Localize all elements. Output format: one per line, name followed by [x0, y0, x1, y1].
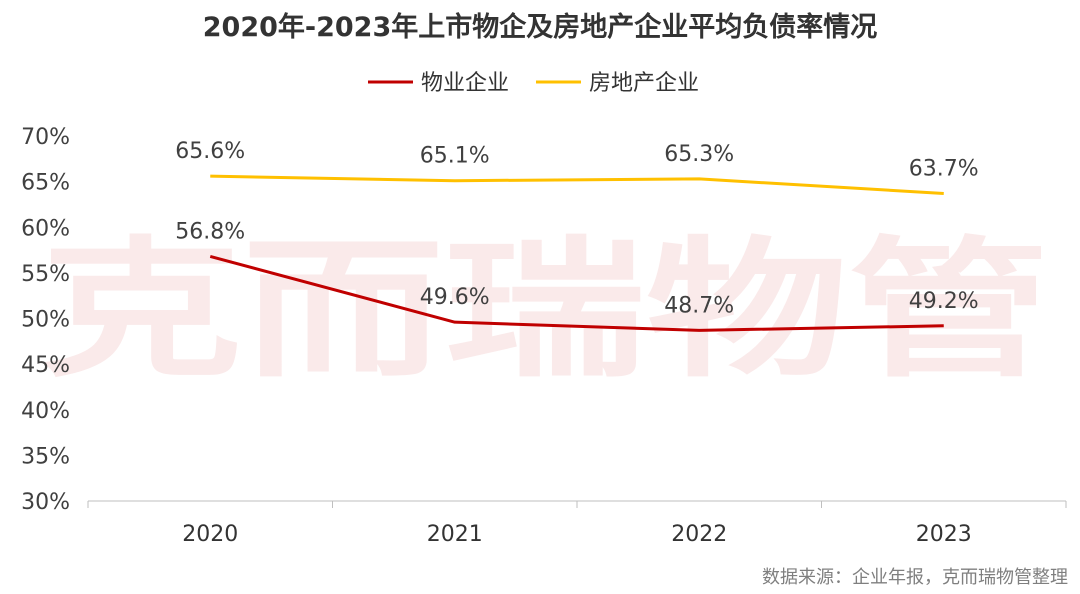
y-tick-label: 50%: [21, 308, 70, 333]
data-label: 48.7%: [664, 293, 734, 318]
data-label: 56.8%: [175, 219, 245, 244]
source-note: 数据来源：企业年报，克而瑞物管整理: [762, 567, 1068, 588]
y-tick-label: 35%: [21, 444, 70, 469]
y-tick-label: 30%: [21, 490, 70, 515]
series-line-property: [209, 255, 944, 332]
x-tick-label: 2022: [671, 522, 727, 547]
series-group: 56.8% 49.6% 48.7% 49.2% 65.6% 65.1% 65.3% 63.7%: [175, 139, 979, 332]
legend-label-property: 物业企业: [421, 71, 509, 96]
y-axis: 30% 35% 40% 45% 50% 55% 60% 65% 70%: [21, 125, 70, 515]
watermark-text: 克而瑞物管: [40, 224, 1050, 398]
data-label: 63.7%: [909, 156, 979, 181]
y-tick-label: 55%: [21, 262, 70, 287]
x-tick-label: 2023: [916, 522, 972, 547]
y-tick-label: 45%: [21, 353, 70, 378]
chart-title: 2020年-2023年上市物企及房地产企业平均负债率情况: [203, 11, 878, 43]
y-tick-label: 60%: [21, 216, 70, 241]
x-tick-label: 2020: [182, 522, 238, 547]
data-label: 49.2%: [909, 289, 979, 314]
y-tick-label: 40%: [21, 399, 70, 424]
x-axis: 2020 2021 2022 2023: [87, 500, 1067, 547]
y-tick-label: 65%: [21, 171, 70, 196]
data-label: 65.3%: [664, 142, 734, 167]
legend-label-realestate: 房地产企业: [589, 71, 699, 96]
legend: 物业企业 房地产企业: [368, 71, 699, 96]
x-tick-label: 2021: [427, 522, 483, 547]
data-label: 65.1%: [420, 144, 490, 169]
series-line-realestate: [210, 174, 944, 195]
data-label: 65.6%: [175, 139, 245, 164]
data-label: 49.6%: [420, 285, 490, 310]
y-tick-label: 70%: [21, 125, 70, 150]
